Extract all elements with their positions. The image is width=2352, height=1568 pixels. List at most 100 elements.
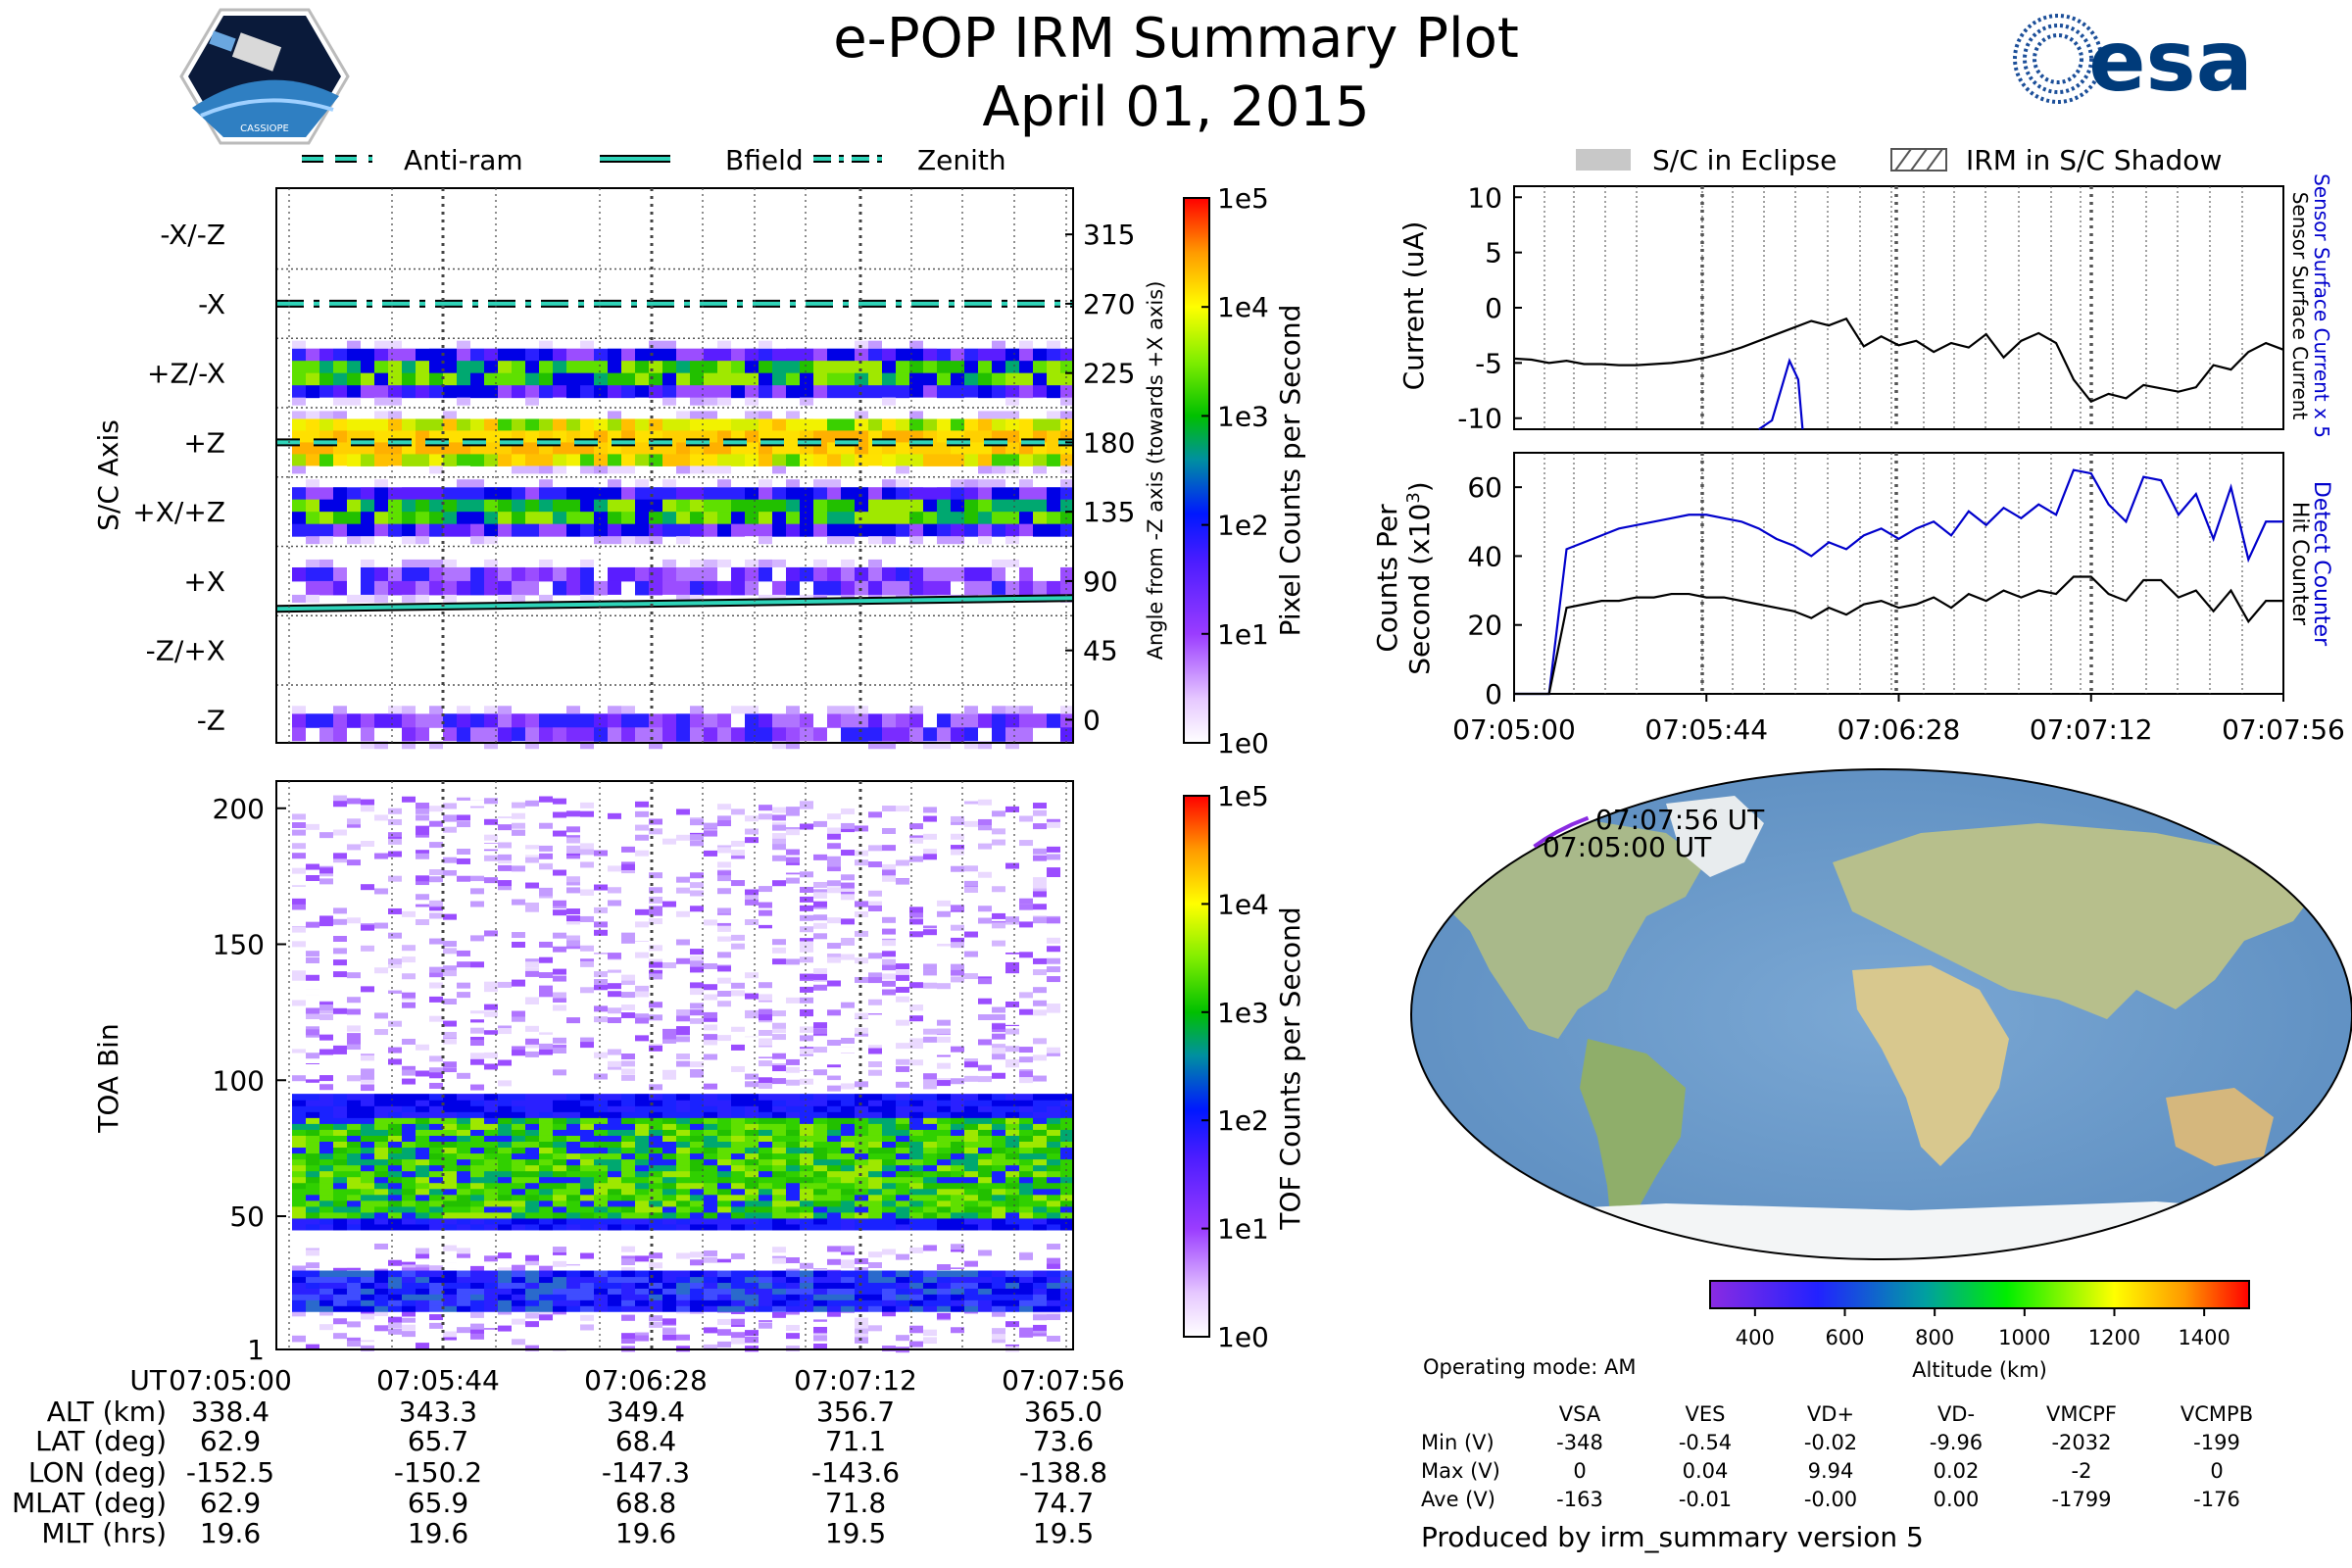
- toa-heat-cell-band1: [635, 1147, 649, 1154]
- sc-heat-cell-band2: [306, 499, 319, 513]
- toa-heat-scatter: [909, 931, 923, 938]
- toa-heat-scatter: [484, 1052, 498, 1058]
- toa-ylabel: TOA Bin: [92, 1023, 124, 1133]
- toa-heat-cell-band1: [882, 1111, 896, 1118]
- sc-heat-cell-band0: [539, 372, 553, 386]
- toa-heat-cell-band1: [813, 1111, 827, 1118]
- toa-heat-cell-band1: [772, 1176, 786, 1184]
- toa-heat-scatter: [978, 1076, 992, 1083]
- toa-heat-scatter: [457, 814, 470, 821]
- voltage-header: VES: [1686, 1402, 1726, 1426]
- toa-heat-cell-band1: [813, 1152, 827, 1160]
- toa-heat-cell-band1: [704, 1188, 717, 1196]
- toa-heat-cell-band1: [1005, 1200, 1019, 1207]
- counts-tick-label: 60: [1467, 471, 1502, 504]
- sc-heat-cell-band3: [470, 566, 484, 582]
- toa-heat-scatter: [457, 849, 470, 855]
- toa-heat-cell-band1: [347, 1211, 361, 1219]
- sc-heat-cell-band2: [964, 523, 978, 537]
- toa-heat-cell-band1: [745, 1188, 759, 1196]
- toa-heat-cell-band1: [566, 1152, 580, 1160]
- toa-heat-scatter: [717, 930, 731, 937]
- toa-heat-scatter: [374, 888, 388, 895]
- sc-heat-fringe-band4: [731, 706, 745, 714]
- toa-heat-scatter: [484, 1030, 498, 1037]
- toa-heat-cell-band1: [937, 1152, 951, 1160]
- sc-heat-fringe-band0: [319, 397, 333, 406]
- toa-heat-cell-band1: [662, 1117, 676, 1124]
- toa-heat-cell-band1: [649, 1117, 662, 1124]
- current-series-1: [1758, 357, 1804, 430]
- toa-heat-scatter: [470, 1329, 484, 1336]
- sc-heat-fringe-band2: [319, 479, 333, 488]
- sc-heat-cell-band0: [704, 385, 717, 399]
- toa-heat-cell-band1: [333, 1164, 347, 1172]
- toa-heat-cell-band1: [662, 1217, 676, 1225]
- toa-heat-cell-band0: [566, 1299, 580, 1306]
- toa-heat-cell-band1: [1019, 1188, 1033, 1196]
- toa-heat-cell-band1: [923, 1182, 937, 1190]
- toa-heat-scatter: [868, 811, 882, 818]
- toa-heat-cell-band1: [1047, 1211, 1060, 1219]
- toa-heat-cell-band1: [868, 1129, 882, 1136]
- voltage-cell: 0.04: [1683, 1459, 1729, 1483]
- toa-heat-scatter: [333, 801, 347, 808]
- toa-heat-cell-band1: [292, 1170, 306, 1178]
- toa-heat-scatter: [662, 1037, 676, 1044]
- toa-heat-cell-band1: [292, 1111, 306, 1118]
- sc-heat-cell-band4: [621, 727, 635, 742]
- toa-heat-cell-band1: [676, 1147, 690, 1154]
- toa-heat-cell-band0: [457, 1270, 470, 1278]
- toa-heat-scatter: [553, 1004, 566, 1011]
- sc-heat-fringe-band4: [745, 706, 759, 714]
- sc-heat-cell-band1: [594, 418, 608, 431]
- sc-heat-cell-band0: [964, 372, 978, 386]
- toa-heat-cell-band1: [553, 1182, 566, 1190]
- toa-heat-cell-band1: [772, 1194, 786, 1201]
- toa-heat-scatter: [813, 901, 827, 907]
- toa-heat-scatter: [388, 987, 402, 994]
- sc-heat-cell-band2: [704, 523, 717, 537]
- toa-heat-cell-band1: [608, 1129, 621, 1136]
- toa-heat-cell-band0: [292, 1305, 306, 1312]
- toa-heat-cell-band1: [525, 1129, 539, 1136]
- toa-heat-scatter: [786, 1333, 800, 1340]
- toa-heat-scatter: [1019, 1002, 1033, 1008]
- toa-heat-cell-band1: [923, 1129, 937, 1136]
- sc-heat-fringe-band1: [923, 411, 937, 419]
- toa-heat-cell-band0: [429, 1288, 443, 1295]
- toa-heat-cell-band0: [978, 1270, 992, 1278]
- toa-heat-cell-band1: [333, 1200, 347, 1207]
- toa-heat-cell-band1: [374, 1200, 388, 1207]
- toa-heat-cell-band0: [443, 1282, 457, 1289]
- toa-heat-cell-band1: [566, 1135, 580, 1143]
- sc-heat-fringe-band1: [388, 466, 402, 474]
- toa-heat-cell-band1: [512, 1123, 525, 1130]
- toa-heat-cell-band1: [662, 1182, 676, 1190]
- toa-heat-scatter: [402, 1317, 416, 1324]
- toa-heat-cell-band1: [306, 1194, 319, 1201]
- toa-heat-scatter: [882, 1026, 896, 1033]
- toa-heat-cell-band1: [402, 1123, 416, 1130]
- sc-heat-cell-band0: [813, 385, 827, 399]
- toa-heat-cell-band1: [539, 1176, 553, 1184]
- toa-heat-cell-band1: [1019, 1105, 1033, 1112]
- sc-heat-cell-band3: [1005, 580, 1019, 596]
- toa-heat-scatter: [772, 1311, 786, 1318]
- toa-heat-cell-band1: [978, 1194, 992, 1201]
- toa-heat-cell-band1: [690, 1158, 704, 1166]
- toa-heat-scatter: [292, 1043, 306, 1050]
- toa-heat-cell-band1: [937, 1223, 951, 1231]
- toa-heat-cell-band1: [1019, 1211, 1033, 1219]
- sc-heat-cell-band1: [731, 418, 745, 431]
- counts-ylabel-line2: Second (x103): [1403, 481, 1437, 674]
- sc-heat-cell-band2: [951, 499, 964, 513]
- legend-zenith: Zenith: [917, 144, 1006, 176]
- toa-heat-scatter: [717, 907, 731, 914]
- toa-heat-scatter: [1033, 969, 1047, 976]
- toa-heat-scatter: [621, 974, 635, 981]
- toa-heat-cell-band1: [1033, 1211, 1047, 1219]
- toa-heat-cell-band1: [786, 1152, 800, 1160]
- toa-heat-scatter: [361, 1313, 374, 1320]
- toa-heat-cell-band1: [731, 1170, 745, 1178]
